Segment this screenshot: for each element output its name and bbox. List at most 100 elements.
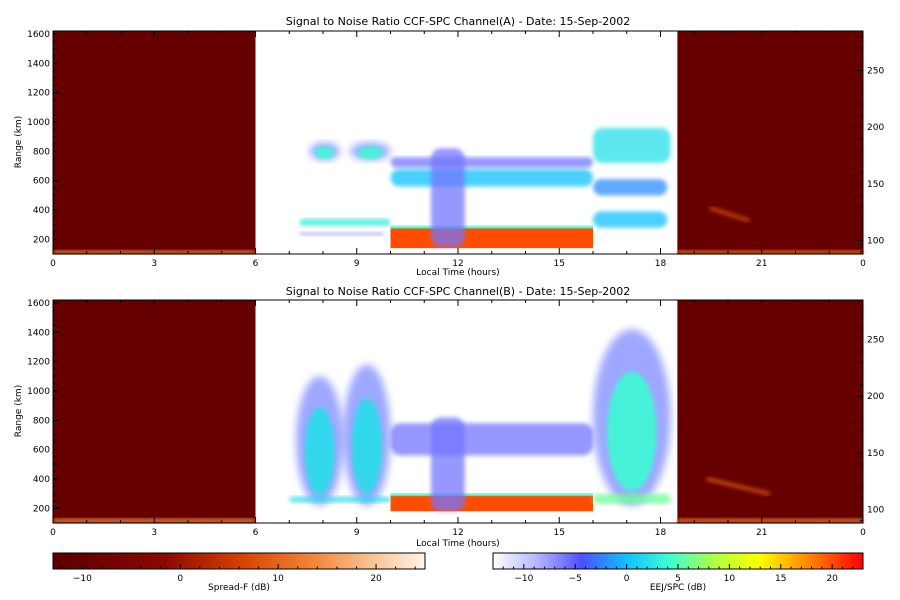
eej-strong-echo: [390, 495, 593, 512]
y-axis-label: Range (km): [14, 116, 24, 168]
spread-f-block: [53, 300, 256, 523]
y-right-tick-label: 100: [867, 505, 884, 515]
colorbar-tick-label: 10: [724, 574, 736, 584]
x-tick-label: 15: [554, 259, 565, 269]
x-tick-label: 9: [354, 259, 360, 269]
y-axis-right: 100 150 200 250: [857, 305, 884, 522]
echo-band: [593, 179, 668, 196]
colorbar-tick-label: 5: [675, 574, 681, 584]
y-tick-label: 1400: [27, 328, 50, 338]
echo-band: [390, 168, 593, 187]
colorbar-tick-label: −10: [73, 574, 92, 584]
echo-band: [431, 417, 465, 512]
panel-channel-a: Signal to Noise Ratio CCF-SPC Channel(A)…: [14, 15, 884, 278]
colorbar-spread-f: −10 0 10 20 Spread-F (dB): [52, 552, 426, 593]
colorbar-tick-label: 15: [775, 574, 786, 584]
echo-blob-core: [314, 146, 335, 159]
y-axis-right: 100 150 200 250: [857, 36, 884, 253]
colorbar-label: Spread-F (dB): [208, 583, 270, 593]
x-axis-label: Local Time (hours): [416, 268, 499, 278]
colorbar-tick-label: 20: [370, 574, 382, 584]
y-right-tick-label: 100: [867, 236, 884, 246]
x-tick-label: 0: [860, 259, 866, 269]
x-tick-label: 15: [554, 528, 565, 538]
y-axis-left: 200 400 600 800 1000 1200 1400 1600: [27, 30, 59, 245]
panel-title: Signal to Noise Ratio CCF-SPC Channel(B)…: [286, 285, 630, 298]
y-tick-label: 1600: [27, 299, 50, 309]
x-tick-label: 3: [151, 259, 157, 269]
spread-f-background: [53, 300, 863, 523]
y-tick-label: 1200: [27, 358, 50, 368]
echo-band: [593, 493, 671, 504]
spread-f-floor: [677, 250, 863, 254]
spread-f-floor: [677, 518, 863, 523]
x-tick-label: 12: [452, 259, 463, 269]
x-axis: 0 3 6 9 12 15 18 21 0: [50, 300, 866, 538]
y-right-tick-label: 150: [867, 449, 884, 459]
y-tick-label: 800: [33, 147, 50, 157]
echo-band: [299, 218, 391, 227]
echo-band: [593, 211, 668, 228]
y-right-tick-label: 250: [867, 67, 884, 77]
x-tick-label: 3: [151, 528, 157, 538]
y-tick-label: 400: [33, 475, 50, 485]
x-tick-label: 21: [756, 259, 767, 269]
y-tick-label: 400: [33, 206, 50, 216]
x-tick-label: 18: [655, 259, 667, 269]
y-tick-label: 1200: [27, 89, 50, 99]
echo-band: [390, 157, 593, 168]
spread-f-background: [53, 31, 863, 254]
y-right-tick-label: 200: [867, 123, 884, 133]
colorbar-eej: −10 −5 0 5 10 15 20 EEJ/SPC (dB): [492, 552, 864, 593]
y-tick-label: 1400: [27, 59, 50, 69]
x-tick-label: 6: [253, 528, 259, 538]
colorbar-tick-label: 10: [272, 574, 284, 584]
echo-band: [299, 231, 384, 236]
x-tick-label: 0: [860, 528, 866, 538]
colorbar-label: EEJ/SPC (dB): [650, 583, 706, 593]
y-tick-label: 800: [33, 416, 50, 426]
x-tick-label: 9: [354, 528, 360, 538]
y-axis-label: Range (km): [14, 385, 24, 437]
panel-title: Signal to Noise Ratio CCF-SPC Channel(A)…: [286, 15, 630, 28]
eej-strong-edge: [390, 493, 593, 497]
y-tick-label: 600: [33, 446, 50, 456]
echo-blob-core: [304, 407, 335, 496]
colorbar-tick-label: −10: [514, 574, 533, 584]
spread-f-block: [53, 31, 256, 254]
colorbar-tick-label: 20: [826, 574, 838, 584]
x-axis-label: Local Time (hours): [416, 539, 499, 549]
echo-band: [431, 148, 465, 247]
colorbar-tick-label: 0: [177, 574, 183, 584]
echo-features: [53, 329, 863, 523]
x-tick-label: 18: [655, 528, 667, 538]
colorbar-tick-label: −5: [569, 574, 582, 584]
spread-f-streak: [706, 477, 770, 496]
echo-band: [289, 496, 391, 503]
y-right-tick-label: 250: [867, 336, 884, 346]
x-tick-label: 21: [756, 528, 767, 538]
echo-blob-core: [606, 371, 657, 492]
x-tick-label: 6: [253, 259, 259, 269]
echo-blob-core: [357, 146, 384, 159]
echo-features: [53, 127, 863, 254]
y-axis-left: 200 400 600 800 1000 1200 1400 1600: [27, 299, 59, 514]
spread-f-block: [677, 31, 863, 254]
y-right-tick-label: 200: [867, 392, 884, 402]
echo-band: [390, 423, 593, 456]
y-right-tick-label: 150: [867, 180, 884, 190]
x-axis: 0 3 6 9 12 15 18 21 0: [50, 31, 866, 269]
echo-band: [593, 127, 671, 164]
x-tick-label: 0: [50, 259, 56, 269]
eej-strong-echo: [390, 227, 593, 249]
spread-f-block: [677, 300, 863, 523]
y-tick-label: 200: [33, 235, 50, 245]
y-tick-label: 1000: [27, 118, 50, 128]
echo-blob-core: [351, 398, 382, 495]
x-tick-label: 12: [452, 528, 463, 538]
y-tick-label: 200: [33, 504, 50, 514]
panel-channel-b: Signal to Noise Ratio CCF-SPC Channel(B)…: [14, 285, 884, 549]
y-tick-label: 600: [33, 177, 50, 187]
colorbar-ticks: −10 −5 0 5 10 15 20: [502, 564, 864, 584]
